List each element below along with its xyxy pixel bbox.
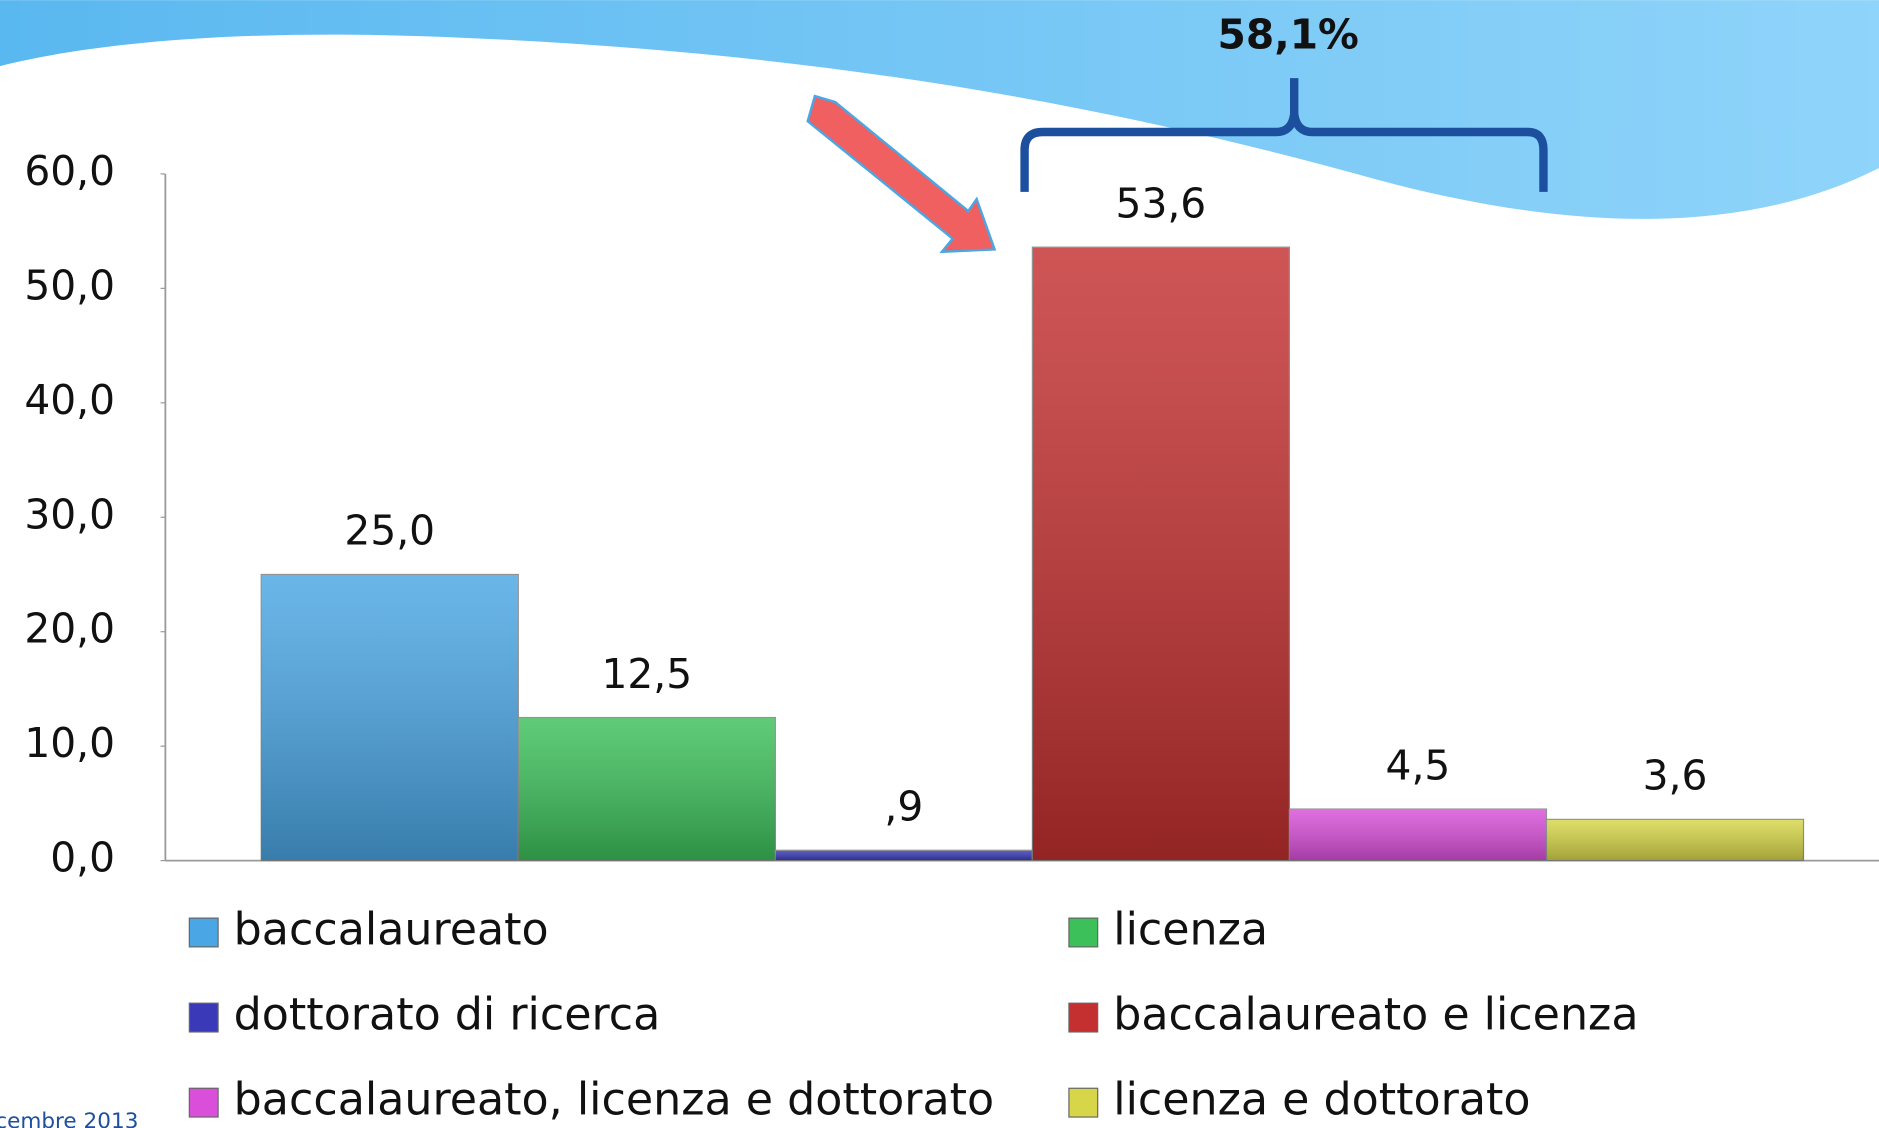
y-tick-label: 10,0 (24, 719, 115, 767)
legend-label: licenza e dottorato (1113, 1075, 1530, 1126)
legend-label: baccalaureato (234, 904, 549, 955)
y-tick-label: 40,0 (24, 376, 115, 424)
value-label: 3,6 (1643, 752, 1708, 800)
header-wave (0, 0, 1879, 219)
legend-label: dottorato di ricerca (234, 990, 661, 1041)
bar-shade (261, 574, 519, 861)
value-label: 53,6 (1116, 179, 1207, 227)
bar-shade (1546, 819, 1804, 861)
brace (1020, 78, 1548, 192)
legend-swatch (188, 1087, 219, 1118)
y-tick-label: 0,0 (50, 834, 115, 882)
legend-swatch (1068, 917, 1099, 948)
legend-swatch (1068, 1087, 1099, 1118)
y-tick-label: 60,0 (24, 147, 115, 195)
arrow (806, 94, 997, 254)
legend-swatch (188, 1002, 219, 1033)
y-tick-label: 30,0 (24, 490, 115, 538)
legend-label: baccalaureato, licenza e dottorato (234, 1075, 994, 1126)
y-tick-label: 50,0 (24, 261, 115, 309)
bar-shade (518, 717, 776, 861)
bar-shade (1289, 809, 1547, 861)
value-label: 25,0 (344, 507, 435, 555)
bar-shade (1032, 247, 1290, 861)
legend-swatch (1068, 1002, 1099, 1033)
bar-shade (775, 850, 1033, 861)
annotation: 58,1% (1218, 10, 1359, 58)
footer: cembre 2013 (0, 1109, 138, 1128)
legend-label: baccalaureato e licenza (1113, 990, 1638, 1041)
value-label: 4,5 (1386, 741, 1451, 789)
value-label: 12,5 (601, 650, 692, 698)
value-label: ,9 (884, 783, 923, 831)
legend-label: licenza (1113, 904, 1268, 955)
legend-swatch (188, 917, 219, 948)
y-tick-label: 20,0 (24, 605, 115, 653)
